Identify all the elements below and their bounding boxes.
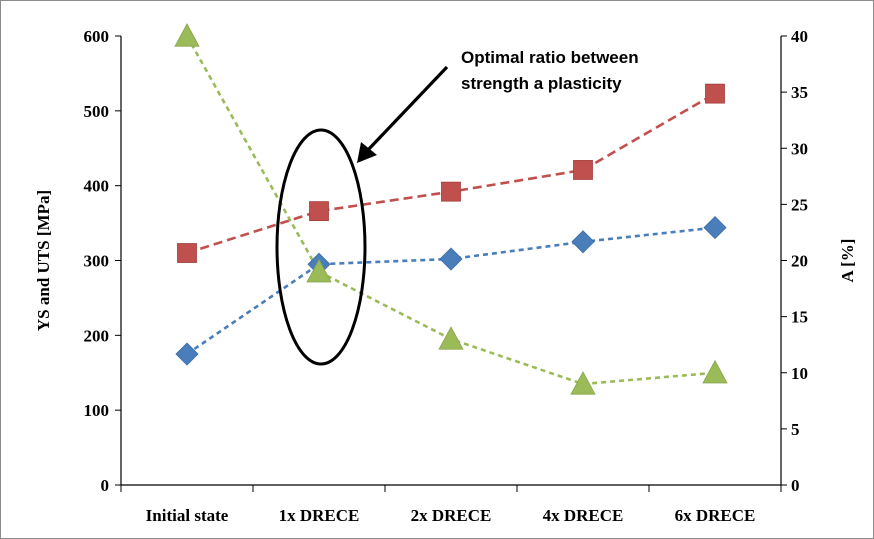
- data-point-diamond: [703, 216, 727, 240]
- left-y-tick-label: 400: [84, 177, 110, 196]
- data-point-diamond: [571, 230, 595, 254]
- left-y-tick-label: 300: [84, 252, 110, 271]
- left-y-axis-title: YS and UTS [MPa]: [34, 190, 53, 331]
- data-point-square: [441, 181, 461, 202]
- left-y-tick-label: 100: [84, 401, 110, 420]
- right-y-tick-label: 0: [791, 476, 800, 495]
- data-point-square: [573, 160, 593, 180]
- left-y-tick-label: 0: [101, 476, 110, 495]
- x-tick-label: 6x DRECE: [675, 506, 756, 525]
- data-point-triangle: [174, 23, 200, 47]
- annotation-ellipse: [275, 128, 367, 366]
- right-y-tick-label: 10: [791, 364, 808, 383]
- data-point-triangle: [438, 326, 464, 350]
- right-y-tick-label: 35: [791, 83, 808, 102]
- data-point-diamond: [175, 342, 199, 366]
- data-point-triangle: [702, 359, 728, 384]
- data-point-triangle: [306, 258, 332, 283]
- data-point-square: [309, 201, 329, 222]
- data-point-triangle: [570, 371, 596, 395]
- x-tick-label: 4x DRECE: [543, 506, 624, 525]
- x-tick-label: 1x DRECE: [279, 506, 360, 525]
- right-y-tick-label: 20: [791, 252, 808, 271]
- series-line-square: [186, 92, 716, 255]
- right-y-tick-label: 40: [791, 27, 808, 46]
- x-tick-label: Initial state: [146, 506, 229, 525]
- annotation-arrow-line: [365, 65, 449, 153]
- data-point-square: [177, 243, 197, 263]
- annotation-text-line: strength a plasticity: [461, 74, 622, 93]
- annotation-text-line: Optimal ratio between: [461, 48, 639, 67]
- left-y-tick-label: 500: [84, 102, 110, 121]
- left-y-tick-label: 600: [84, 27, 110, 46]
- right-y-tick-label: 15: [791, 308, 808, 327]
- x-tick-label: 2x DRECE: [411, 506, 492, 525]
- left-y-tick-label: 200: [84, 326, 110, 345]
- right-y-axis-title: A [%]: [838, 239, 857, 283]
- data-point-square: [705, 83, 725, 104]
- right-y-tick-label: 30: [791, 139, 808, 158]
- annotation-arrowhead: [357, 142, 377, 163]
- right-y-tick-label: 25: [791, 195, 808, 214]
- right-y-tick-label: 5: [791, 420, 800, 439]
- data-point-diamond: [439, 247, 463, 271]
